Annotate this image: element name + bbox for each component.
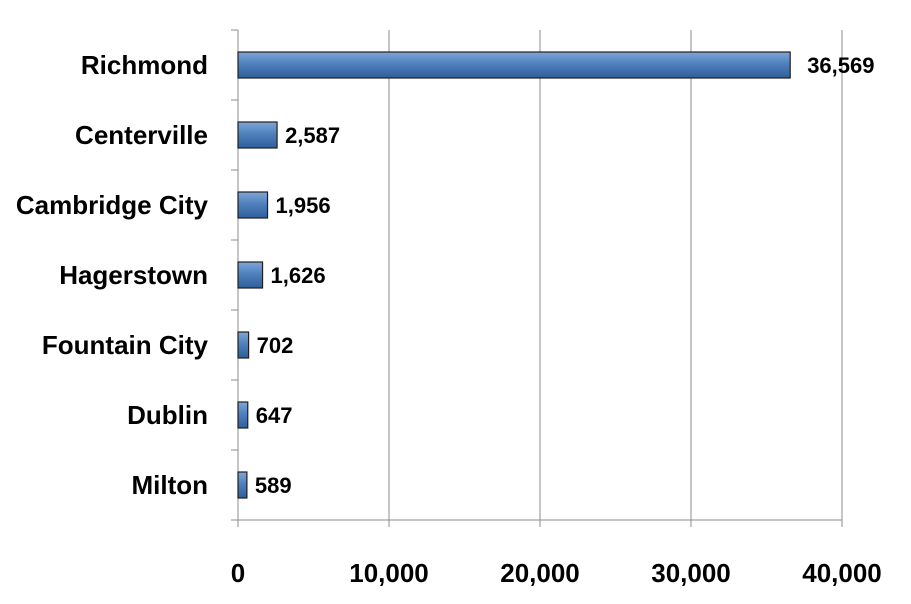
x-tick-label: 10,000 — [349, 558, 429, 588]
data-label: 702 — [257, 333, 294, 358]
bar — [237, 121, 278, 149]
labels: 0 10,000 20,000 30,000 40,000 Richmond 36,569 C… — [16, 50, 882, 588]
x-tick-label: 0 — [231, 558, 245, 588]
category-label: Richmond — [81, 50, 208, 80]
x-tick-label: 40,000 — [802, 558, 882, 588]
data-label: 647 — [256, 403, 293, 428]
data-label: 589 — [255, 473, 292, 498]
x-tick-label: 30,000 — [651, 558, 731, 588]
data-label: 2,587 — [285, 123, 340, 148]
bar — [237, 401, 249, 429]
bars — [237, 51, 791, 499]
x-tick-label: 20,000 — [500, 558, 580, 588]
bar — [237, 471, 248, 499]
bar — [237, 331, 250, 359]
category-label: Cambridge City — [16, 190, 209, 220]
bar — [237, 191, 269, 219]
bar — [237, 51, 791, 79]
category-label: Milton — [131, 470, 208, 500]
gridlines — [388, 30, 843, 520]
data-label: 1,956 — [276, 193, 331, 218]
category-label: Fountain City — [42, 330, 209, 360]
category-label: Centerville — [75, 120, 208, 150]
bar — [237, 261, 264, 289]
category-label: Dublin — [127, 400, 208, 430]
data-label: 1,626 — [271, 263, 326, 288]
category-label: Hagerstown — [59, 260, 208, 290]
data-label: 36,569 — [807, 53, 874, 78]
